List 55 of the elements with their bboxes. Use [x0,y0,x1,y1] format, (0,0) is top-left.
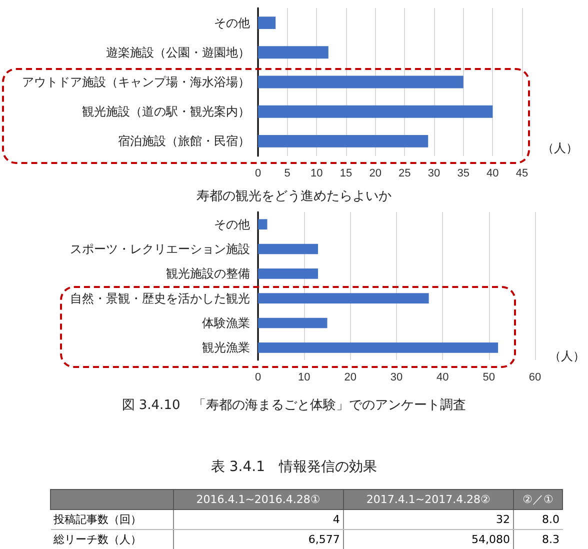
x-axis-title: （人） [542,141,578,155]
y-tick-label: 自然・景観・歴史を活かした観光 [70,291,250,306]
y-tick-label: その他 [214,217,250,232]
x-tick-label: 60 [528,372,542,384]
y-tick-label: 観光施設の整備 [166,266,250,281]
category-label: 総リーチ数（人） [54,533,142,546]
y-tick-label: 宿泊施設（旅館・民宿） [118,134,250,148]
x-tick-label: 45 [516,168,528,180]
bar [258,342,498,353]
x-axis-title: （人） [549,349,585,363]
x-tick-label: 0 [254,168,262,180]
bar [258,219,268,230]
bar [258,244,318,254]
bar [258,268,318,279]
y-tick-label: アウトドア施設（キャンプ場・海水浴場） [22,75,250,89]
category-label: 2017.4.1~2017.4.28② [343,490,514,510]
category-label: ②／① [513,490,562,510]
x-tick-label: 40 [436,372,449,384]
x-tick-label: 30 [428,168,440,180]
text: 32 [496,513,510,526]
bar [258,318,328,328]
bar [258,134,428,148]
x-tick-label: 0 [254,372,262,384]
x-tick-label: 5 [284,168,290,180]
bar [258,293,429,304]
x-tick-label: 40 [486,168,499,180]
y-tick-label: その他 [214,16,250,30]
y-tick-label: 体験漁業 [202,316,250,330]
x-tick-label: 50 [482,372,495,384]
caption: 図 3.4.10 「寿都の海まるごと体験」でのアンケート調査 [120,397,468,414]
bar [258,76,464,88]
x-tick-label: 20 [369,168,382,180]
text: 8.0 [542,513,560,526]
text: 6,577 [308,533,340,546]
category-label: 2016.4.1~2016.4.28① [173,490,344,510]
text: 54,080 [471,533,510,546]
y-tick-label: スポーツ・レクリエーション施設 [70,242,250,256]
y-tick-label: 観光施設（道の駅・観光案内） [82,104,250,119]
x-tick-label: 20 [344,372,356,384]
text: 表 3.4.1 情報発信の効果 [210,458,378,476]
text: 4 [332,513,340,526]
x-tick-label: 35 [457,168,470,180]
x-tick-label: 25 [398,168,411,180]
x-tick-label: 30 [390,372,403,384]
chart-title: 寿都の観光をどう進めたらよいか [196,188,392,203]
bar [258,105,493,118]
x-tick-label: 10 [298,372,310,384]
text: 8.3 [542,533,560,546]
bar [258,46,328,59]
y-tick-label: 観光漁業 [202,340,250,355]
x-tick-label: 15 [340,168,352,180]
bar [258,16,276,30]
category-label: 投稿記事数（回） [54,513,142,526]
y-tick-label: 遊楽施設（公園・遊園地） [106,45,250,60]
x-tick-label: 10 [310,168,323,180]
